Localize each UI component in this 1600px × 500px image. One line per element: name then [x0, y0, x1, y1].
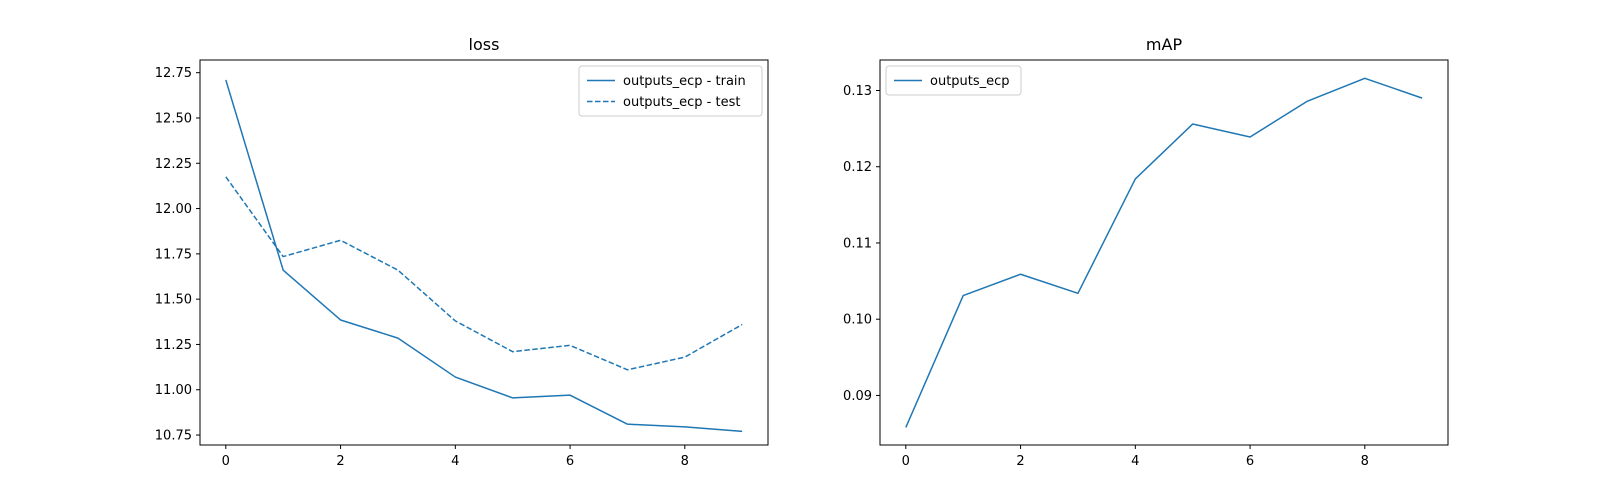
legend-label: outputs_ecp - train: [623, 74, 746, 89]
x-tick-label: 0: [222, 454, 230, 469]
axes-frame: [879, 59, 1449, 446]
y-tick-label: 0.09: [843, 389, 872, 404]
x-tick-label: 2: [1016, 454, 1024, 469]
legend: outputs_ecp - train outputs_ecp - test: [578, 65, 763, 117]
legend-label: outputs_ecp - test: [623, 95, 740, 110]
x-tick-label: 6: [566, 454, 574, 469]
y-tick-label: 12.75: [155, 66, 192, 81]
y-tick-label: 11.75: [155, 247, 192, 262]
axes-frame: [199, 59, 769, 446]
x-tick-label: 0: [902, 454, 910, 469]
map-chart: mAP 0 2 4 6 8 0.09 0.10 0.11 0.12 0.13 outputs_ecp: [843, 35, 1449, 469]
y-tick-label: 0.13: [843, 84, 872, 99]
y-tick-label: 12.50: [155, 111, 192, 126]
x-tick-label: 4: [451, 454, 459, 469]
y-tick-label: 0.11: [843, 236, 872, 251]
chart-title: mAP: [1146, 35, 1183, 54]
series-line-1: [905, 77, 1423, 428]
x-tick-label: 8: [681, 454, 689, 469]
y-tick-label: 0.12: [843, 160, 872, 175]
y-tick-label: 11.00: [155, 383, 192, 398]
chart-title: loss: [469, 35, 500, 54]
series-line-2: [225, 176, 743, 371]
y-tick-label: 0.10: [843, 313, 872, 328]
x-tick-label: 4: [1131, 454, 1139, 469]
legend: outputs_ecp: [885, 65, 1022, 96]
series-line-1: [225, 79, 743, 433]
x-tick-label: 8: [1361, 454, 1369, 469]
x-tick-label: 2: [336, 454, 344, 469]
y-tick-label: 12.25: [155, 157, 192, 172]
legend-box: [578, 65, 763, 117]
y-tick-label: 10.75: [155, 429, 192, 444]
loss-chart: loss 0 2 4 6 8 10.75 11.00 11.25 11.50 11.75 12.00 1…: [155, 35, 769, 469]
y-tick-label: 11.50: [155, 293, 192, 308]
y-tick-label: 11.25: [155, 338, 192, 353]
legend-box: [885, 65, 1022, 96]
legend-label: outputs_ecp: [930, 74, 1010, 89]
x-tick-label: 6: [1246, 454, 1254, 469]
y-tick-label: 12.00: [155, 202, 192, 217]
